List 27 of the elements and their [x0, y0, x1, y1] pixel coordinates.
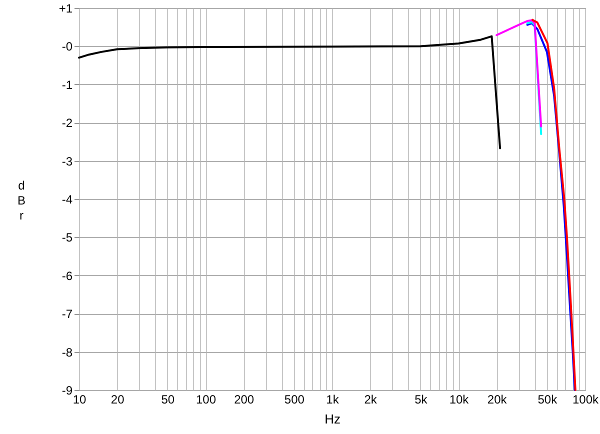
x-tick-label: 50k — [538, 392, 558, 406]
x-tick-label: 100 — [196, 392, 216, 406]
y-tick-label: +1 — [58, 2, 73, 16]
line-series — [526, 21, 542, 136]
y-tick-label: -9 — [62, 384, 73, 398]
y-tick-label: -3 — [62, 154, 73, 168]
y-axis-title: dBr — [17, 178, 26, 222]
x-tick-label: 2k — [364, 392, 378, 406]
x-tick-label: 5k — [414, 392, 428, 406]
x-axis-title: Hz — [324, 412, 340, 426]
x-tick-label: 500 — [284, 392, 305, 406]
x-tick-label: 10 — [72, 392, 86, 406]
x-tick-label: 1k — [326, 392, 340, 406]
y-tick-label: -6 — [62, 268, 73, 283]
x-tick-label: 200 — [234, 392, 254, 406]
y-tick-label: -5 — [62, 230, 73, 245]
x-tick-label: 10k — [449, 392, 470, 406]
y-tick-label: -0 — [62, 40, 73, 54]
y-tick-label: -7 — [62, 307, 73, 322]
y-tick-label: -4 — [62, 192, 73, 206]
y-tick-label: -2 — [62, 116, 73, 130]
y-tick-label: -1 — [62, 78, 73, 92]
x-tick-label: 20k — [487, 392, 508, 406]
x-tick-label: 100k — [572, 392, 600, 406]
y-tick-label: -8 — [62, 345, 73, 360]
x-tick-label: 20 — [110, 392, 125, 406]
x-tick-label: 50 — [161, 392, 175, 406]
